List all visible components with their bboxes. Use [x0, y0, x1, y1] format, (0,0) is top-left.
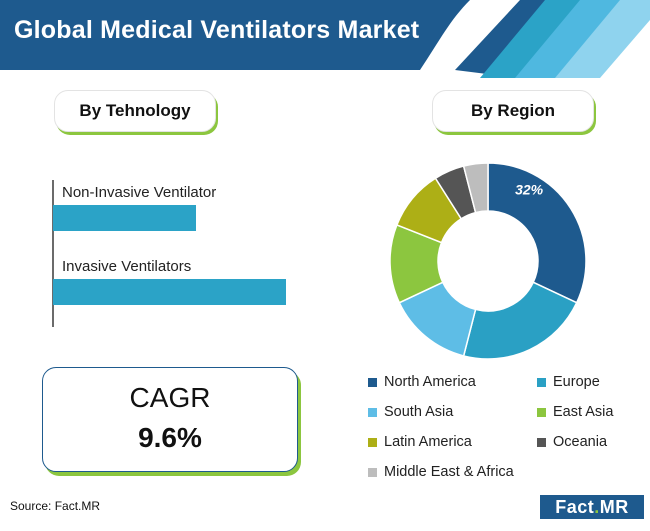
legend-label: Middle East & Africa	[384, 464, 514, 480]
legend-item-north-america: North America	[368, 374, 476, 390]
cagr-label: CAGR	[129, 382, 211, 413]
legend-label: South Asia	[384, 404, 454, 420]
legend-swatch	[368, 407, 377, 417]
legend-swatch	[368, 377, 377, 387]
factmr-logo: Fact. MR	[540, 495, 644, 519]
legend-label: Oceania	[553, 434, 608, 450]
logo-main: Fact	[555, 496, 595, 517]
legend-item-east-asia: East Asia	[537, 404, 613, 420]
logo-dot: .	[594, 496, 600, 517]
legend-item-oceania: Oceania	[537, 434, 607, 450]
logo-suffix: MR	[599, 496, 629, 517]
tech-bar-label-invasive: Invasive Ventilators	[62, 258, 192, 275]
legend-swatch	[368, 437, 377, 447]
header-banner: Global Medical Ventilators Market	[0, 0, 650, 78]
region-heading-pill: By Region	[432, 90, 594, 132]
donut-data-label: 32%	[515, 182, 544, 198]
legend-item-europe: Europe	[537, 374, 600, 390]
region-heading: By Region	[470, 101, 556, 120]
cagr-value: 9.6%	[138, 422, 202, 453]
tech-bar-invasive	[53, 279, 286, 305]
header-graphic	[0, 0, 650, 78]
cagr-box: CAGR 9.6%	[42, 367, 298, 472]
tech-heading: By Tehnology	[79, 101, 191, 120]
legend-item-south-asia: South Asia	[368, 404, 453, 420]
tech-axis-line	[52, 180, 54, 327]
legend-item-latin-america: Latin America	[368, 434, 472, 450]
legend-item-middle-east-africa: Middle East & Africa	[368, 464, 514, 480]
legend-label: Latin America	[384, 434, 472, 450]
legend-label: East Asia	[553, 404, 614, 420]
legend-swatch	[537, 377, 546, 387]
source-text: Source: Fact.MR	[10, 499, 101, 513]
tech-heading-pill: By Tehnology	[54, 90, 216, 132]
tech-bar-non-invasive	[53, 205, 196, 231]
tech-bar-label-non-invasive: Non-Invasive Ventilator	[62, 184, 217, 201]
legend-swatch	[368, 467, 377, 477]
legend-label: North America	[384, 374, 476, 390]
donut-slice-europe	[462, 281, 578, 360]
legend-swatch	[537, 407, 546, 417]
donut-slice-middle-east-africa	[462, 162, 489, 214]
legend-swatch	[537, 437, 546, 447]
legend-label: Europe	[553, 374, 600, 390]
donut-slice-north-america	[487, 162, 587, 304]
page-title: Global Medical Ventilators Market	[14, 16, 420, 44]
